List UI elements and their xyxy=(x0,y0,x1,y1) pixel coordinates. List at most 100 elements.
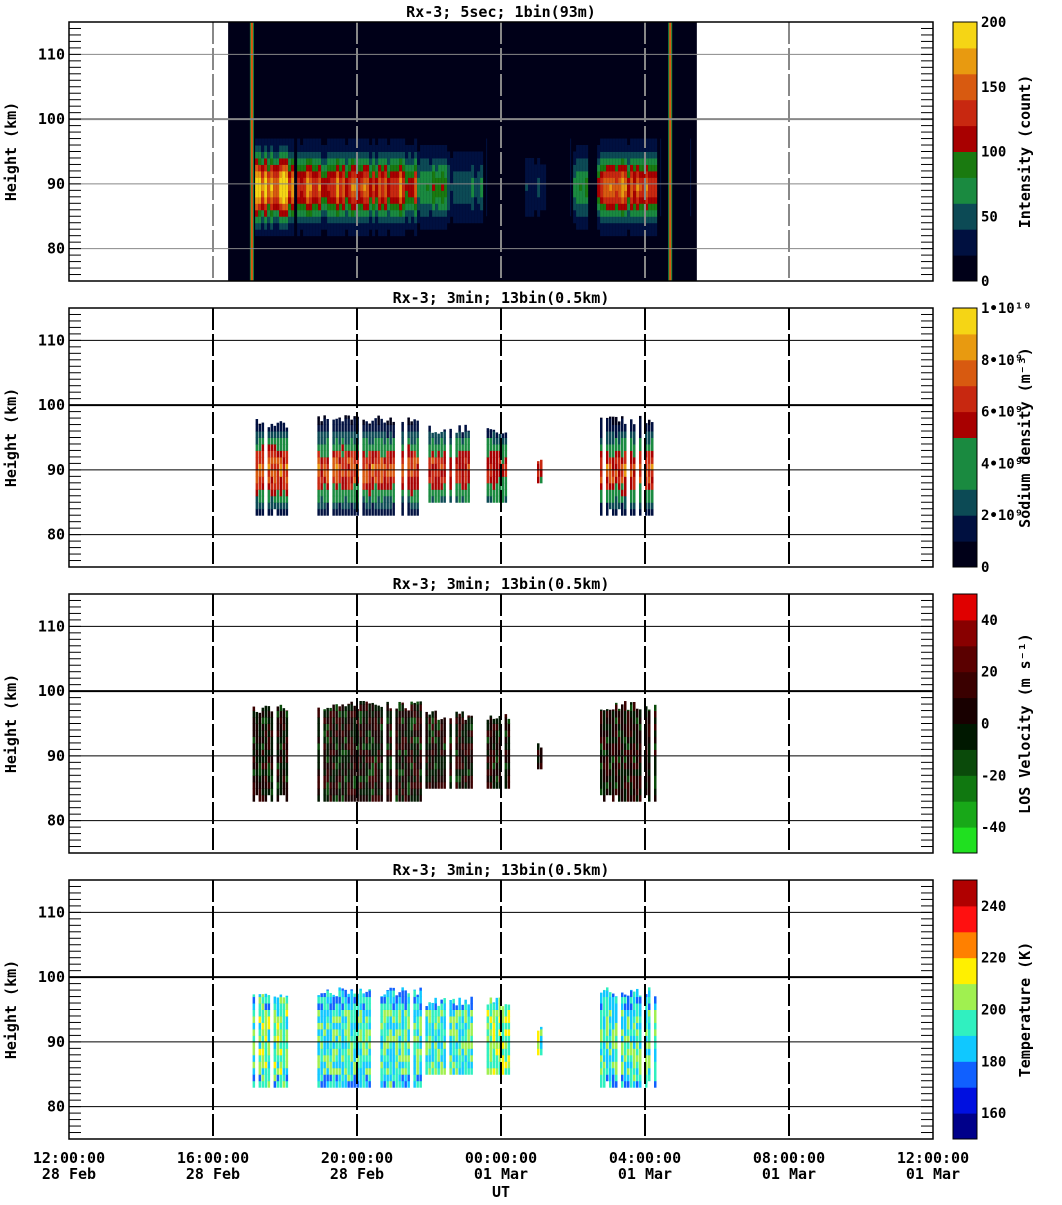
heatmap-cell xyxy=(615,489,618,496)
heatmap-cell xyxy=(437,782,440,789)
heatmap-cell xyxy=(280,431,283,438)
heatmap-cell xyxy=(329,775,332,782)
heatmap-cell xyxy=(438,184,441,191)
heatmap-cell xyxy=(262,470,265,477)
heatmap-cell xyxy=(508,1055,511,1062)
heatmap-cell xyxy=(407,1055,410,1062)
heatmap-cell xyxy=(353,1061,356,1068)
heatmap-cell xyxy=(434,1003,437,1010)
heatmap-cell xyxy=(496,1003,499,1010)
heatmap-cell xyxy=(528,184,531,191)
heatmap-cell xyxy=(428,730,431,737)
heatmap-cell xyxy=(428,1029,431,1036)
heatmap-cell xyxy=(383,1081,386,1088)
heatmap-cell xyxy=(262,425,265,432)
heatmap-cell xyxy=(347,1055,350,1062)
heatmap-cell xyxy=(579,184,582,191)
heatmap-cell xyxy=(383,1022,386,1029)
heatmap-cell xyxy=(603,1068,606,1075)
heatmap-cell xyxy=(362,1016,365,1023)
heatmap-cell xyxy=(341,1016,344,1023)
heatmap-cell xyxy=(383,463,386,470)
heatmap-cell xyxy=(368,489,371,496)
heatmap-cell xyxy=(428,444,431,451)
heatmap-cell xyxy=(381,229,384,236)
heatmap-cell xyxy=(277,1022,280,1029)
heatmap-cell xyxy=(437,1035,440,1042)
heatmap-cell xyxy=(648,197,651,204)
heatmap-cell xyxy=(366,145,369,152)
heatmap-cell xyxy=(317,788,320,795)
heatmap-cell xyxy=(350,724,353,731)
heatmap-cell xyxy=(455,444,458,451)
heatmap-cell xyxy=(332,1061,335,1068)
heatmap-cell xyxy=(401,509,404,516)
heatmap-cell xyxy=(490,476,493,483)
heatmap-cell xyxy=(267,229,270,236)
heatmap-cell xyxy=(630,717,633,724)
heatmap-cell xyxy=(264,190,267,197)
heatmap-cell xyxy=(338,1081,341,1088)
heatmap-cell xyxy=(271,769,274,776)
heatmap-cell xyxy=(320,496,323,503)
heatmap-cell xyxy=(651,203,654,210)
heatmap-cell xyxy=(270,184,273,191)
heatmap-cell xyxy=(648,782,651,789)
heatmap-cell xyxy=(327,177,330,184)
heatmap-data xyxy=(253,701,657,802)
heatmap-cell xyxy=(378,197,381,204)
heatmap-cell xyxy=(339,184,342,191)
heatmap-cell xyxy=(609,992,612,997)
heatmap-cell xyxy=(621,223,624,230)
heatmap-cell xyxy=(630,210,633,217)
heatmap-cell xyxy=(624,724,627,731)
heatmap-cell xyxy=(585,190,588,197)
heatmap-cell xyxy=(407,1010,410,1017)
heatmap-cell xyxy=(597,171,600,178)
heatmap-cell xyxy=(341,788,344,795)
heatmap-cell xyxy=(606,997,609,1004)
heatmap-cell xyxy=(464,1010,467,1017)
heatmap-cell xyxy=(449,775,452,782)
heatmap-cell xyxy=(487,749,490,756)
heatmap-cell xyxy=(434,457,437,464)
heatmap-cell xyxy=(399,158,402,165)
heatmap-cell xyxy=(285,139,288,146)
heatmap-cell xyxy=(615,1003,618,1010)
heatmap-cell xyxy=(407,489,410,496)
heatmap-cell xyxy=(386,782,389,789)
heatmap-cell xyxy=(600,775,603,782)
heatmap-cell xyxy=(387,145,390,152)
heatmap-cell xyxy=(389,990,392,997)
heatmap-cell xyxy=(630,457,633,464)
heatmap-cell xyxy=(600,444,603,451)
heatmap-cell xyxy=(347,509,350,516)
heatmap-cell xyxy=(404,1042,407,1049)
heatmap-cell xyxy=(359,1022,362,1029)
heatmap-cell xyxy=(404,1055,407,1062)
heatmap-cell xyxy=(362,431,365,438)
heatmap-cell xyxy=(398,717,401,724)
heatmap-cell xyxy=(633,152,636,159)
heatmap-cell xyxy=(380,736,383,743)
heatmap-cell xyxy=(264,210,267,217)
heatmap-cell xyxy=(375,158,378,165)
heatmap-cell xyxy=(306,177,309,184)
heatmap-cell xyxy=(453,177,456,184)
heatmap-cell xyxy=(585,145,588,152)
heatmap-cell xyxy=(312,177,315,184)
heatmap-cell xyxy=(438,223,441,230)
heatmap-cell xyxy=(398,743,401,750)
heatmap-cell xyxy=(410,704,413,711)
heatmap-cell xyxy=(431,756,434,763)
heatmap-cell xyxy=(341,509,344,516)
heatmap-cell xyxy=(414,171,417,178)
heatmap-cell xyxy=(582,152,585,159)
heatmap-cell xyxy=(365,749,368,756)
heatmap-cell xyxy=(315,229,318,236)
heatmap-cell xyxy=(452,1068,455,1075)
heatmap-cell xyxy=(360,229,363,236)
heatmap-cell xyxy=(380,483,383,490)
heatmap-cell xyxy=(396,197,399,204)
heatmap-cell xyxy=(585,158,588,165)
